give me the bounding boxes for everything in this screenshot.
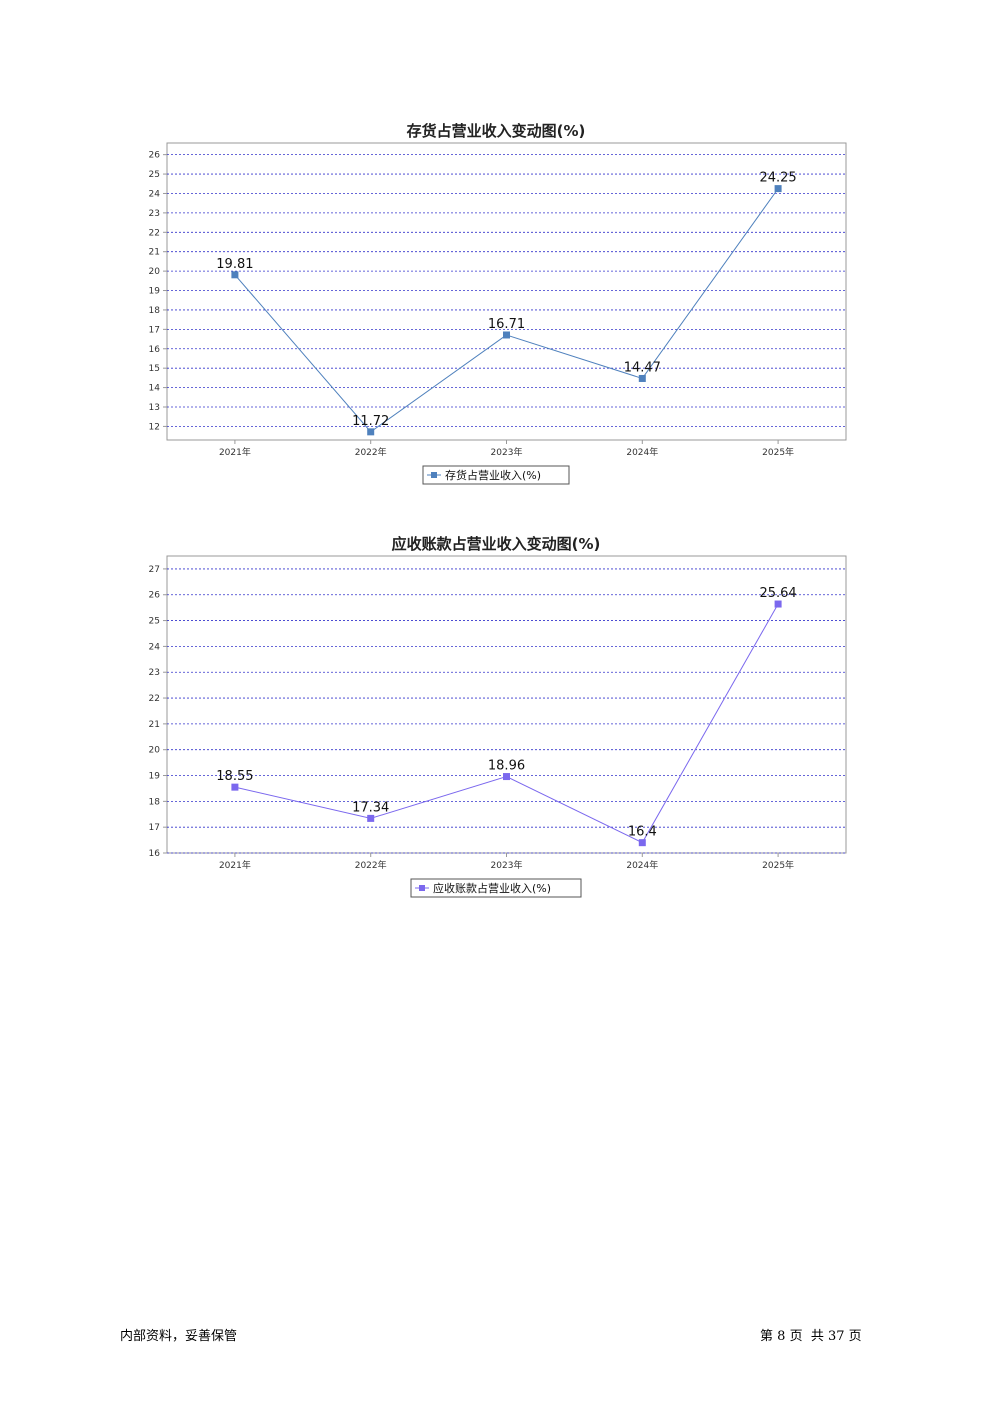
data-point [774, 600, 782, 608]
y-tick-label: 21 [149, 248, 160, 258]
data-point [231, 271, 239, 279]
x-tick-label: 2022年 [355, 446, 387, 458]
data-label: 11.72 [352, 414, 389, 429]
legend-marker [431, 472, 437, 478]
y-tick-label: 16 [149, 849, 161, 859]
data-label: 19.81 [216, 257, 253, 272]
plot-area [166, 555, 847, 854]
plot-area [166, 142, 847, 441]
y-tick-label: 20 [149, 746, 161, 756]
chart-1-title: 存货占营业收入变动图(%) [406, 122, 586, 140]
y-tick-label: 24 [149, 642, 161, 652]
x-tick-label: 2021年 [219, 446, 251, 458]
y-tick-label: 20 [149, 267, 161, 277]
x-tick-label: 2024年 [626, 446, 658, 458]
data-point [503, 773, 510, 781]
data-point [638, 839, 646, 847]
x-tick-label: 2024年 [626, 859, 658, 871]
data-label: 17.34 [352, 800, 389, 815]
legend-box [422, 465, 570, 485]
y-tick-label: 13 [149, 403, 160, 413]
data-label: 18.96 [488, 759, 525, 774]
data-point [774, 185, 782, 193]
legend-marker [419, 885, 425, 891]
y-tick-label: 17 [149, 823, 160, 833]
legend-label: 存货占营业收入(%) [445, 468, 541, 482]
y-tick-label: 26 [149, 591, 161, 601]
data-label: 24.25 [759, 171, 796, 186]
data-point [638, 374, 646, 382]
y-tick-label: 23 [149, 209, 160, 219]
page-prefix: 第 [760, 1329, 774, 1344]
y-tick-label: 17 [149, 325, 160, 335]
y-tick-label: 15 [149, 364, 160, 374]
y-tick-label: 23 [149, 668, 160, 678]
x-tick-label: 2022年 [355, 859, 387, 871]
y-tick-label: 14 [149, 384, 161, 394]
y-tick-label: 27 [149, 565, 160, 575]
y-tick-label: 22 [149, 228, 160, 238]
data-point [231, 783, 239, 791]
y-tick-label: 18 [149, 797, 161, 807]
y-tick-label: 24 [149, 189, 161, 199]
footer-page-number: 第 8 页 共 37 页 [760, 1325, 862, 1344]
page-total: 37 [827, 1329, 845, 1344]
x-tick-label: 2023年 [491, 859, 523, 871]
legend-label: 应收账款占营业收入(%) [433, 881, 551, 895]
y-tick-label: 12 [149, 422, 160, 432]
chart-2-receivables-ratio: 16 17 18 19 20 21 22 23 24 25 26 27 2021年 2022年 2023年 2… [149, 555, 847, 898]
data-point [367, 814, 375, 822]
data-point [367, 428, 375, 436]
footer-confidential-note: 内部资料，妥善保管 [120, 1329, 238, 1344]
y-tick-label: 22 [149, 694, 160, 704]
page-current: 8 [777, 1329, 786, 1344]
x-tick-label: 2025年 [762, 446, 794, 458]
y-tick-label: 16 [149, 345, 161, 355]
page-mid: 页 共 [789, 1329, 824, 1344]
data-label: 16.71 [488, 317, 525, 332]
x-tick-label: 2021年 [219, 859, 251, 871]
y-tick-label: 26 [149, 151, 161, 161]
data-label: 18.55 [216, 769, 253, 784]
x-tick-label: 2025年 [762, 859, 794, 871]
x-tick-label: 2023年 [491, 446, 523, 458]
y-tick-label: 19 [149, 772, 161, 782]
page-suffix: 页 [848, 1329, 862, 1344]
data-point [503, 331, 510, 339]
legend-box [410, 878, 582, 898]
chart-2-title: 应收账款占营业收入变动图(%) [391, 535, 601, 553]
data-label: 16.4 [628, 825, 657, 840]
data-label: 25.64 [759, 586, 796, 601]
y-tick-label: 25 [149, 170, 160, 180]
y-tick-label: 18 [149, 306, 161, 316]
chart-1-inventory-ratio: 12 13 14 15 16 17 18 19 20 21 22 23 24 25 26 2021年 2022年… [149, 142, 847, 485]
y-tick-label: 21 [149, 720, 160, 730]
y-tick-label: 25 [149, 617, 160, 627]
data-label: 14.47 [624, 360, 661, 375]
y-tick-label: 19 [149, 287, 161, 297]
